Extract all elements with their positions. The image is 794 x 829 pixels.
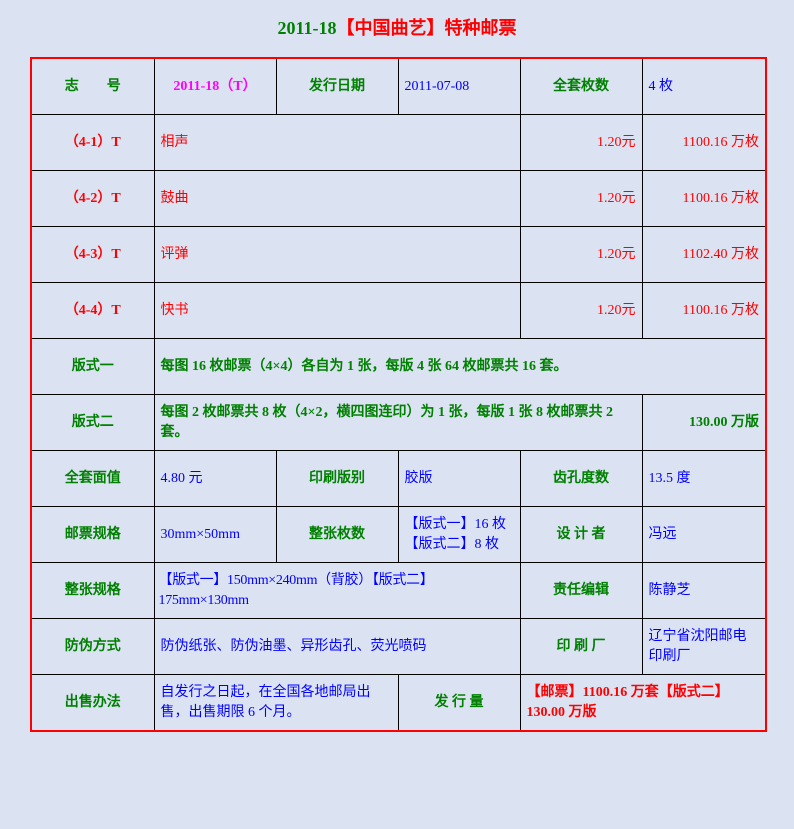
sheet-count-value: 【版式一】16 枚【版式二】8 枚 [397,506,521,563]
stamp-row: （4-1）T 相声 1.20元 1100.16 万枚 [31,114,766,171]
stamp-issue: 1102.40 万枚 [641,226,766,283]
stamp-id: （4-4）T [31,282,155,339]
sheet-count-1: 【版式一】16 枚 [404,516,507,532]
print-value: 胶版 [397,450,521,507]
face-total-label: 全套面值 [31,450,155,507]
stamp-name: 鼓曲 [153,170,521,227]
code-value: 2011-18（T） [153,58,277,115]
designer-value: 冯远 [641,506,766,563]
sheet2-row: 版式二 每图 2 枚邮票共 8 枚（4×2，横四图连印）为 1 张，每版 1 张… [31,394,766,451]
editor-label: 责任编辑 [519,562,643,619]
editor-value: 陈静芝 [641,562,766,619]
stamp-row: （4-2）T 鼓曲 1.20元 1100.16 万枚 [31,170,766,227]
stamp-name: 相声 [153,114,521,171]
stamp-face: 1.20元 [519,170,643,227]
print-label: 印刷版别 [275,450,399,507]
security-value: 防伪纸张、防伪油墨、异形齿孔、荧光喷码 [153,618,521,675]
stamp-id: （4-2）T [31,170,155,227]
size-value: 30mm×50mm [153,506,277,563]
stamp-info-table: 志 号 2011-18（T） 发行日期 2011-07-08 全套枚数 4 枚 … [30,57,767,732]
sheet1-label: 版式一 [31,338,155,395]
details-row: 出售办法 自发行之日起，在全国各地邮局出售，出售期限 6 个月。 发 行 量 【… [31,674,766,731]
date-label: 发行日期 [275,58,399,115]
stamp-row: （4-3）T 评弹 1.20元 1102.40 万枚 [31,226,766,283]
stamp-id: （4-3）T [31,226,155,283]
title-name: 【中国曲艺】特种邮票 [336,18,517,38]
sheet-count-2: 【版式二】8 枚 [404,536,500,552]
perf-value: 13.5 度 [641,450,766,507]
printer-label: 印 刷 厂 [519,618,643,675]
printer-value: 辽宁省沈阳邮电印刷厂 [641,618,766,675]
header-row: 志 号 2011-18（T） 发行日期 2011-07-08 全套枚数 4 枚 [31,58,766,115]
stamp-face: 1.20元 [519,282,643,339]
sheet1-row: 版式一 每图 16 枚邮票（4×4）各自为 1 张，每版 4 张 64 枚邮票共… [31,338,766,395]
details-row: 全套面值 4.80 元 印刷版别 胶版 齿孔度数 13.5 度 [31,450,766,507]
count-label: 全套枚数 [519,58,643,115]
size-label: 邮票规格 [31,506,155,563]
stamp-face: 1.20元 [519,226,643,283]
details-row: 邮票规格 30mm×50mm 整张枚数 【版式一】16 枚【版式二】8 枚 设 … [31,506,766,563]
perf-label: 齿孔度数 [519,450,643,507]
sheet1-text: 每图 16 枚邮票（4×4）各自为 1 张，每版 4 张 64 枚邮票共 16 … [153,338,766,395]
designer-label: 设 计 者 [519,506,643,563]
sheet2-label: 版式二 [31,394,155,451]
sheet-size-value: 【版式一】150mm×240mm（背胶）【版式二】175mm×130mm [153,562,521,619]
volume-value: 【邮票】1100.16 万套【版式二】130.00 万版 [519,674,766,731]
sale-value: 自发行之日起，在全国各地邮局出售，出售期限 6 个月。 [153,674,399,731]
title-number: 2011-18 [277,18,337,38]
sale-label: 出售办法 [31,674,155,731]
sheet-count-label: 整张枚数 [275,506,399,563]
count-value: 4 枚 [641,58,766,115]
face-total-value: 4.80 元 [153,450,277,507]
security-label: 防伪方式 [31,618,155,675]
stamp-face: 1.20元 [519,114,643,171]
stamp-id: （4-1）T [31,114,155,171]
stamp-issue: 1100.16 万枚 [641,170,766,227]
details-row: 防伪方式 防伪纸张、防伪油墨、异形齿孔、荧光喷码 印 刷 厂 辽宁省沈阳邮电印刷… [31,618,766,675]
date-value: 2011-07-08 [397,58,521,115]
stamp-issue: 1100.16 万枚 [641,114,766,171]
sheet2-text: 每图 2 枚邮票共 8 枚（4×2，横四图连印）为 1 张，每版 1 张 8 枚… [153,394,643,451]
stamp-issue: 1100.16 万枚 [641,282,766,339]
sheet2-issue: 130.00 万版 [641,394,766,451]
volume-label: 发 行 量 [397,674,521,731]
stamp-row: （4-4）T 快书 1.20元 1100.16 万枚 [31,282,766,339]
sheet-size-label: 整张规格 [31,562,155,619]
stamp-name: 评弹 [153,226,521,283]
code-label: 志 号 [31,58,155,115]
details-row: 整张规格 【版式一】150mm×240mm（背胶）【版式二】175mm×130m… [31,562,766,619]
stamp-name: 快书 [153,282,521,339]
page-title: 2011-18【中国曲艺】特种邮票 [0,14,794,40]
